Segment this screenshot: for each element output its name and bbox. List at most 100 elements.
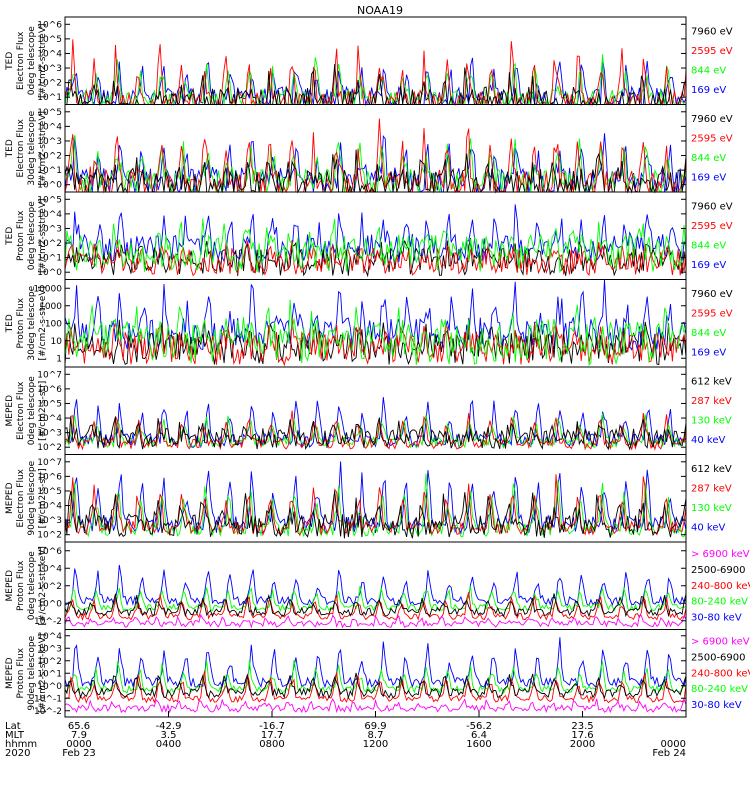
legend-entry: 240-800 keV [691,668,750,679]
y-tick-label: 10^7 [37,370,62,380]
y-tick-label: 10^3 [37,64,62,74]
y-tick-label: 10^5 [37,399,62,409]
y-axis-label: Proton Flux [16,560,26,611]
legend-entry: 30-80 keV [691,700,742,711]
legend-entry: 2595 eV [691,134,733,145]
y-tick-label: 10^2 [37,531,62,541]
legend-entry: 7960 eV [691,27,733,38]
y-axis-label: 0deg telescope [27,376,37,446]
x-tick-label: 17.6 [571,730,593,741]
legend-entry: 612 keV [691,377,732,388]
series-p5-3 [64,410,687,451]
legend-entry: 30-80 keV [691,613,742,624]
x-tick-label: 1600 [466,739,491,750]
legend-entry: 287 keV [691,484,732,495]
legend-entry: > 6900 keV [691,549,750,560]
y-tick-label: 10^-1 [34,694,62,704]
y-axis-label: 90deg telescope [27,460,37,535]
y-axis-label: Electron Flux [16,381,26,440]
y-tick-label: 10^5 [37,35,62,45]
panel-6: 10^2 10^3 10^4 10^5 10^6 10^7 MEPED Electron Fl… [5,454,732,543]
y-tick-label: 10^4 [37,122,62,132]
y-tick-label: 10^6 [37,472,62,482]
legend-entry: 80-240 keV [691,597,748,608]
x-tick-label: 0000 [66,739,91,750]
x-tick-label: Feb 24 [652,748,686,759]
y-tick-label: 10^4 [37,632,62,642]
legend-entry: 844 eV [691,65,726,76]
x-tick-label: -56.2 [466,721,492,732]
legend-entry: 169 eV [691,347,726,358]
panel-3: 10^0 10^1 10^2 10^3 10^4 10^5 TED Proton Flux 0d… [5,191,733,280]
x-tick-label: 69.9 [364,721,386,732]
y-tick-label: 100 [45,319,62,329]
x-tick-label: 8.7 [368,730,384,741]
y-tick-label: 10^3 [37,429,62,439]
y-tick-label: 10^5 [37,108,62,118]
x-tick-label: 0400 [156,739,181,750]
y-tick-label: 10^4 [37,49,62,59]
y-axis-label: MEPED [5,570,15,602]
legend-entry: 130 keV [691,503,732,514]
x-row-label: 2020 [5,748,30,759]
legend-entry: 80-240 keV [691,684,748,695]
y-tick-label: 10^4 [37,414,62,424]
series-p8-4 [64,672,687,700]
y-axis-label: Electron Flux [16,31,26,90]
y-axis-label: [#/cm2-s-str] [38,381,48,441]
legend-entry: 7960 eV [691,202,733,213]
series-p6-3 [64,474,687,537]
series-p4-1 [64,279,687,351]
x-tick-label: 23.5 [571,721,593,732]
y-axis-label: Electron Flux [16,468,26,527]
y-tick-label: 10^0 [37,268,62,278]
panel-1: 10^1 10^2 10^3 10^4 10^5 10^6 TED Electron Flux… [5,16,733,107]
series-p6-4 [64,490,687,539]
y-axis-label: TED [5,52,15,71]
y-tick-label: 10^-2 [34,707,62,717]
y-tick-label: 10 [51,337,63,347]
series-p3-2 [64,237,687,278]
legend-entry: 169 eV [691,85,726,96]
panel-frame [64,629,687,718]
legend-entry: 2500-6900 [691,652,746,663]
y-tick-label: 10^1 [37,93,62,103]
x-tick-label: 0000 [661,739,686,750]
y-tick-label: 10^6 [37,547,62,557]
y-tick-label: 10^1 [37,254,62,264]
series-p3-3 [64,239,687,277]
y-tick-label: 10^1 [37,166,62,176]
series-p3-1 [64,204,687,264]
legend-entry: 169 eV [691,260,726,271]
series-p5-4 [64,416,687,451]
y-axis-label: Proton Flux [16,647,26,698]
y-tick-label: 10^2 [37,239,62,249]
x-tick-label: 6.4 [471,730,487,741]
y-tick-label: 10^0 [37,599,62,609]
y-tick-label: 10^2 [37,79,62,89]
y-axis-label: 90deg telescope [27,635,37,710]
legend-entry: 2595 eV [691,221,733,232]
x-tick-label: 7.9 [71,730,87,741]
chart-title: NOAA19 [357,4,403,17]
y-tick-label: 10^3 [37,137,62,147]
series-p7-1 [64,564,687,607]
legend-entry: 40 keV [691,522,725,533]
y-tick-label: 10^0 [37,181,62,191]
y-tick-label: 10^5 [37,195,62,205]
legend-entry: 169 eV [691,172,726,183]
y-tick-label: 1000 [39,302,62,312]
legend-entry: 7960 eV [691,114,733,125]
y-tick-label: 10^2 [37,582,62,592]
panel-5: 10^2 10^3 10^4 10^5 10^6 10^7 MEPED Electron Fl… [5,366,732,455]
y-axis-label: TED [5,314,15,333]
y-tick-label: 10^2 [37,443,62,453]
panel-2: 10^0 10^1 10^2 10^3 10^4 10^5 TED Electron Flux… [5,104,733,194]
series-p7-4 [64,593,687,618]
y-axis-label: 0deg telescope [27,201,37,271]
y-axis-label: MEPED [5,482,15,514]
legend-entry: 130 keV [691,415,732,426]
